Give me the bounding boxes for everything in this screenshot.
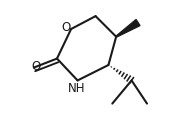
Text: NH: NH: [68, 82, 85, 95]
Text: O: O: [61, 21, 71, 34]
Text: O: O: [31, 60, 40, 73]
Polygon shape: [116, 20, 140, 37]
